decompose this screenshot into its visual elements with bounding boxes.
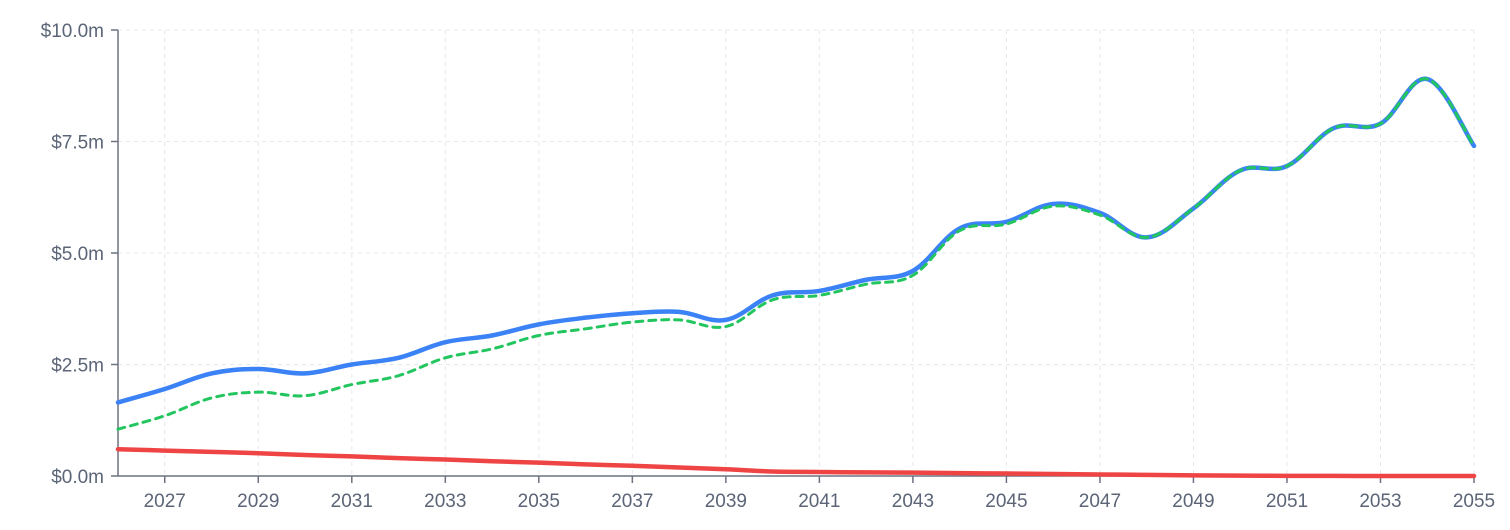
- series-line-1: [115, 76, 1477, 405]
- y-tick-labels: $0.0m $2.5m $5.0m $7.5m $10.0m: [41, 21, 118, 488]
- x-tick-label: 2027: [144, 491, 186, 512]
- x-tick-label: 2053: [1359, 491, 1401, 512]
- x-tick-label: 2047: [1079, 491, 1121, 512]
- y-tick-label: $0.0m: [51, 467, 104, 488]
- x-tick-label: 2031: [331, 491, 373, 512]
- x-tick-label: 2035: [518, 491, 560, 512]
- series-line-3: [115, 446, 1477, 479]
- y-tick-label: $10.0m: [41, 21, 104, 42]
- x-tick-label: 2039: [705, 491, 747, 512]
- y-tick-label: $5.0m: [51, 244, 104, 265]
- x-tick-label: 2043: [892, 491, 934, 512]
- y-tick-label: $7.5m: [51, 133, 104, 154]
- x-tick-label: 2029: [237, 491, 279, 512]
- grid: [118, 29, 1475, 476]
- x-tick-label: 2033: [424, 491, 466, 512]
- x-tick-label: 2045: [985, 491, 1027, 512]
- series-lines: [115, 76, 1477, 479]
- x-tick-label: 2055: [1453, 491, 1495, 512]
- x-tick-label: 2041: [798, 491, 840, 512]
- y-tick-label: $2.5m: [51, 356, 104, 377]
- x-tick-label: 2051: [1266, 491, 1308, 512]
- x-tick-label: 2037: [611, 491, 653, 512]
- x-tick-labels: 2027 2029 2031 2033 2035 2037 2039 2041 2043 2045…: [144, 476, 1495, 512]
- series-line-2: [116, 77, 1476, 431]
- x-tick-label: 2049: [1172, 491, 1214, 512]
